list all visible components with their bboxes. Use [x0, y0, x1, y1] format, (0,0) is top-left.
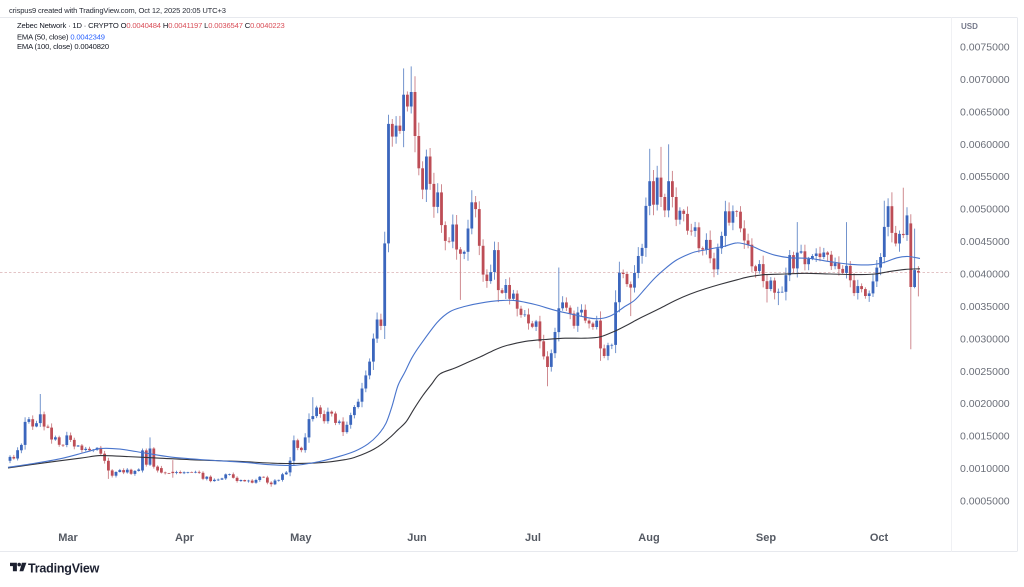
svg-text:0.0005000: 0.0005000 — [960, 496, 1010, 508]
svg-text:Jun: Jun — [407, 532, 427, 544]
svg-text:0.0020000: 0.0020000 — [960, 398, 1010, 410]
svg-text:0.0030000: 0.0030000 — [960, 333, 1010, 345]
svg-text:0.0075000: 0.0075000 — [960, 42, 1010, 54]
svg-text:0.0010000: 0.0010000 — [960, 463, 1010, 475]
svg-text:crispus9 created with TradingV: crispus9 created with TradingView.com, O… — [9, 6, 226, 15]
svg-text:0.0040000: 0.0040000 — [960, 269, 1010, 281]
svg-text:Zebec Network · 1D · CRYPTO O0: Zebec Network · 1D · CRYPTO O0.0040484 H… — [17, 21, 285, 30]
svg-text:Jul: Jul — [525, 532, 541, 544]
svg-text:0.0050000: 0.0050000 — [960, 204, 1010, 216]
svg-text:Oct: Oct — [870, 532, 889, 544]
svg-text:Mar: Mar — [58, 532, 78, 544]
svg-text:0.0015000: 0.0015000 — [960, 431, 1010, 443]
svg-text:EMA (100, close) 0.0040820: EMA (100, close) 0.0040820 — [17, 42, 109, 51]
svg-text:TradingView: TradingView — [28, 562, 100, 576]
svg-text:USD: USD — [961, 22, 978, 31]
svg-text:0.0060000: 0.0060000 — [960, 139, 1010, 151]
svg-text:0.0065000: 0.0065000 — [960, 106, 1010, 118]
svg-text:EMA (50, close) 0.0042349: EMA (50, close) 0.0042349 — [17, 33, 105, 42]
svg-text:Aug: Aug — [638, 532, 659, 544]
svg-text:Apr: Apr — [175, 532, 195, 544]
svg-text:0.0055000: 0.0055000 — [960, 171, 1010, 183]
svg-text:0.0070000: 0.0070000 — [960, 74, 1010, 86]
svg-text:May: May — [290, 532, 312, 544]
svg-text:0.0025000: 0.0025000 — [960, 366, 1010, 378]
svg-text:Sep: Sep — [756, 532, 776, 544]
svg-text:0.0035000: 0.0035000 — [960, 301, 1010, 313]
svg-text:0.0045000: 0.0045000 — [960, 236, 1010, 248]
